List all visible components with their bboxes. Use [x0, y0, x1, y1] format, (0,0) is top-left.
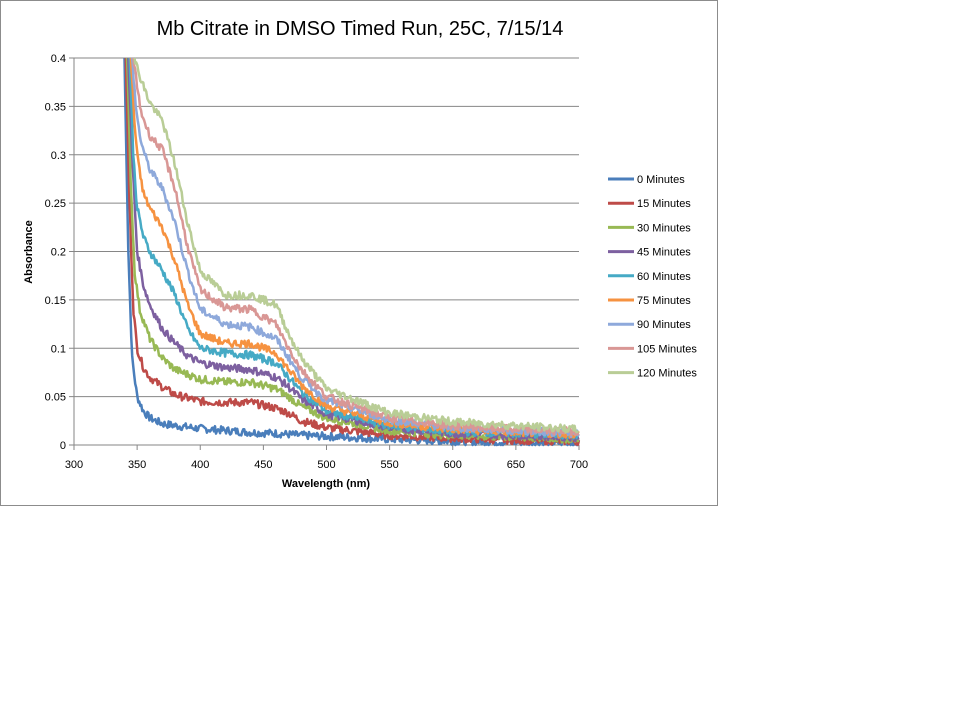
series-lines [123, 57, 581, 447]
legend-label: 15 Minutes [637, 198, 691, 210]
gridlines [74, 57, 579, 398]
y-tick-label: 0.15 [45, 295, 66, 307]
x-tick-label: 550 [380, 459, 398, 471]
y-tick-label: 0.4 [51, 53, 66, 65]
legend-label: 90 Minutes [637, 319, 691, 331]
y-tick-label: 0 [60, 440, 66, 452]
y-axis-ticks: 0 0.05 0.1 0.15 0.2 0.25 0.3 0.35 0.4 [45, 53, 74, 452]
x-tick-label: 650 [507, 459, 525, 471]
y-tick-label: 0.3 [51, 150, 66, 162]
x-tick-label: 600 [444, 459, 462, 471]
y-tick-label: 0.2 [51, 247, 66, 259]
y-tick-label: 0.25 [45, 198, 66, 210]
y-tick-label: 0.35 [45, 101, 66, 113]
x-tick-label: 400 [191, 459, 209, 471]
series-line-5 [129, 57, 580, 439]
legend-label: 105 Minutes [637, 343, 697, 355]
legend-label: 75 Minutes [637, 295, 691, 307]
line-chart: Mb Citrate in DMSO Timed Run, 25C, 7/15/… [23, 18, 697, 490]
x-tick-label: 700 [570, 459, 588, 471]
legend-label: 120 Minutes [637, 368, 697, 380]
y-tick-label: 0.1 [51, 343, 66, 355]
y-axis-title: Absorbance [23, 220, 35, 284]
x-axis-ticks: 300 350 400 450 500 550 600 650 700 [65, 445, 588, 471]
series-line-8 [133, 57, 580, 434]
x-tick-label: 500 [317, 459, 335, 471]
legend: 0 Minutes 15 Minutes 30 Minutes 45 Minutes 6… [608, 174, 697, 380]
legend-label: 30 Minutes [637, 222, 691, 234]
x-tick-label: 350 [128, 459, 146, 471]
legend-label: 0 Minutes [637, 174, 685, 186]
chart-title: Mb Citrate in DMSO Timed Run, 25C, 7/15/… [157, 18, 564, 40]
x-tick-label: 450 [254, 459, 272, 471]
y-tick-label: 0.05 [45, 392, 66, 404]
series-line-0 [123, 57, 580, 447]
x-axis-title: Wavelength (nm) [282, 478, 371, 490]
legend-label: 45 Minutes [637, 247, 691, 259]
chart-frame: Mb Citrate in DMSO Timed Run, 25C, 7/15/… [0, 0, 718, 506]
series-line-7 [132, 57, 580, 437]
legend-label: 60 Minutes [637, 271, 691, 283]
x-tick-label: 300 [65, 459, 83, 471]
